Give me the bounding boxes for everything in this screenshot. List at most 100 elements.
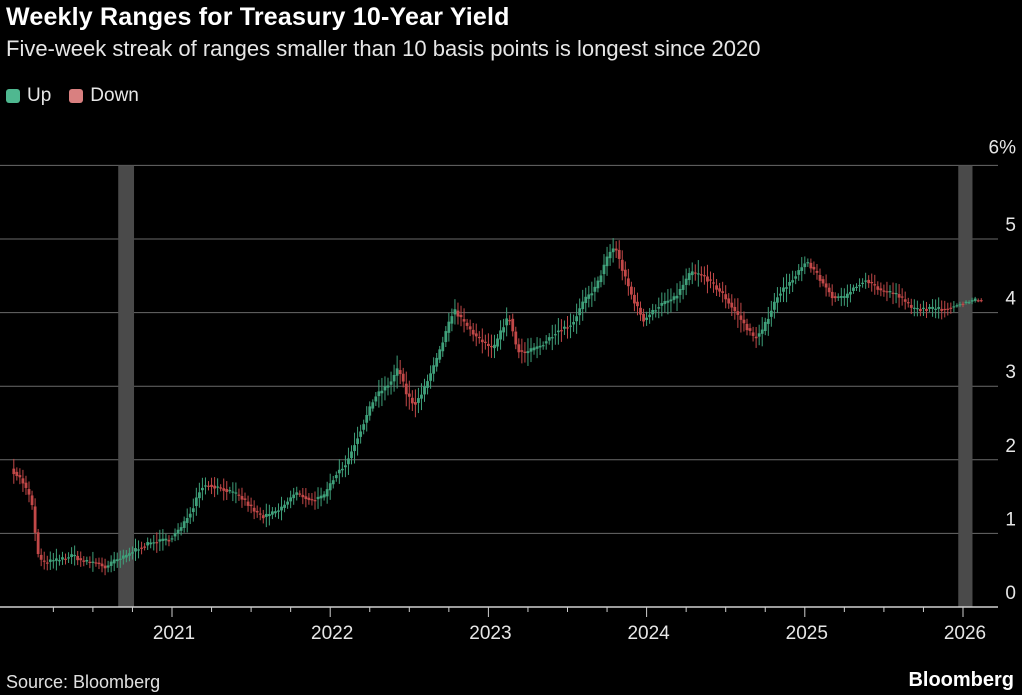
down-week-bar [24, 482, 28, 488]
up-week-bar [806, 262, 810, 264]
up-week-bar [803, 263, 807, 268]
up-week-bar [359, 431, 363, 437]
down-week-bar [639, 307, 642, 315]
up-week-bar [371, 402, 375, 409]
up-week-bar [669, 299, 673, 302]
down-week-bar [246, 501, 250, 506]
up-week-bar [380, 390, 384, 394]
up-week-bar [128, 553, 131, 556]
up-week-bar [51, 560, 55, 562]
x-axis-labels: 2021 2022 2023 2024 2025 2026 [153, 623, 986, 644]
up-week-bar [280, 506, 283, 511]
down-week-bar [456, 310, 460, 317]
down-week-bar [18, 475, 22, 478]
up-week-bar [170, 538, 174, 540]
up-week-bar [368, 406, 372, 416]
up-week-bar [581, 301, 585, 310]
up-week-bar [569, 325, 572, 327]
up-week-bar [788, 282, 791, 286]
up-week-bar [785, 287, 788, 289]
up-week-bar [347, 458, 350, 465]
up-swatch-icon [6, 89, 20, 103]
down-week-bar [155, 542, 159, 544]
up-week-bar [973, 298, 977, 301]
down-week-bar [693, 272, 697, 274]
down-week-bar [827, 287, 831, 293]
down-week-bar [462, 319, 466, 322]
down-week-bar [258, 513, 262, 515]
up-week-bar [769, 310, 773, 317]
down-week-bar [821, 279, 825, 284]
up-week-bar [392, 374, 396, 382]
down-week-bar [626, 278, 630, 287]
up-week-bar [845, 293, 849, 298]
down-week-bar [76, 555, 80, 561]
down-week-bar [143, 546, 147, 548]
down-week-bar [298, 493, 302, 495]
down-week-bar [511, 318, 515, 332]
up-week-bar [270, 511, 274, 515]
highlight-bands [118, 165, 973, 607]
down-week-bar [313, 500, 317, 502]
up-week-bar [912, 307, 916, 309]
down-week-bar [925, 308, 928, 311]
down-week-bar [870, 282, 874, 284]
down-week-bar [617, 249, 621, 259]
down-week-bar [219, 487, 223, 489]
up-week-bar [611, 248, 615, 253]
down-week-bar [909, 304, 913, 308]
up-week-bar [952, 306, 956, 308]
up-week-bar [864, 280, 868, 282]
down-week-bar [900, 296, 904, 298]
up-week-bar [505, 318, 509, 326]
up-week-bar [395, 368, 399, 376]
down-week-bar [718, 288, 722, 292]
up-week-bar [340, 468, 344, 471]
up-week-bar [544, 341, 548, 344]
up-week-bar [681, 284, 685, 290]
up-week-bar [928, 307, 931, 309]
down-week-bar [36, 532, 40, 555]
up-week-bar [894, 293, 898, 295]
down-week-bar [715, 285, 718, 290]
down-week-bar [307, 497, 311, 501]
up-week-bar [149, 542, 153, 545]
up-week-bar [654, 310, 658, 312]
up-week-bar [191, 508, 195, 513]
up-week-bar [292, 494, 296, 499]
down-week-bar [413, 402, 417, 405]
down-week-bar [398, 370, 402, 375]
down-week-bar [301, 494, 305, 498]
up-week-bar [423, 386, 426, 395]
up-week-bar [319, 495, 323, 499]
up-week-bar [435, 357, 439, 367]
down-week-bar [64, 558, 67, 560]
up-week-bar [553, 334, 557, 336]
up-week-bar [596, 280, 600, 289]
down-week-bar [633, 294, 636, 304]
down-week-bar [809, 262, 813, 269]
up-week-bar [362, 424, 366, 430]
down-week-bar [897, 294, 901, 298]
down-week-bar [88, 561, 92, 564]
grid-lines [0, 164, 998, 534]
down-week-bar [213, 485, 216, 489]
x-tick-label: 2021 [153, 623, 195, 644]
up-week-bar [572, 322, 575, 325]
up-week-bar [438, 349, 442, 360]
up-week-bar [377, 391, 381, 397]
down-week-bar [751, 332, 755, 336]
up-week-bar [687, 273, 691, 281]
down-week-bar [709, 279, 712, 281]
down-week-bar [474, 333, 478, 337]
down-week-bar [237, 494, 241, 496]
up-week-bar [194, 497, 198, 507]
down-week-bar [812, 266, 816, 270]
up-week-bar [547, 337, 551, 341]
up-week-bar [599, 275, 603, 283]
down-week-bar [94, 562, 98, 564]
up-week-bar [197, 492, 201, 499]
up-week-bar [325, 489, 329, 497]
down-week-bar [903, 299, 907, 302]
